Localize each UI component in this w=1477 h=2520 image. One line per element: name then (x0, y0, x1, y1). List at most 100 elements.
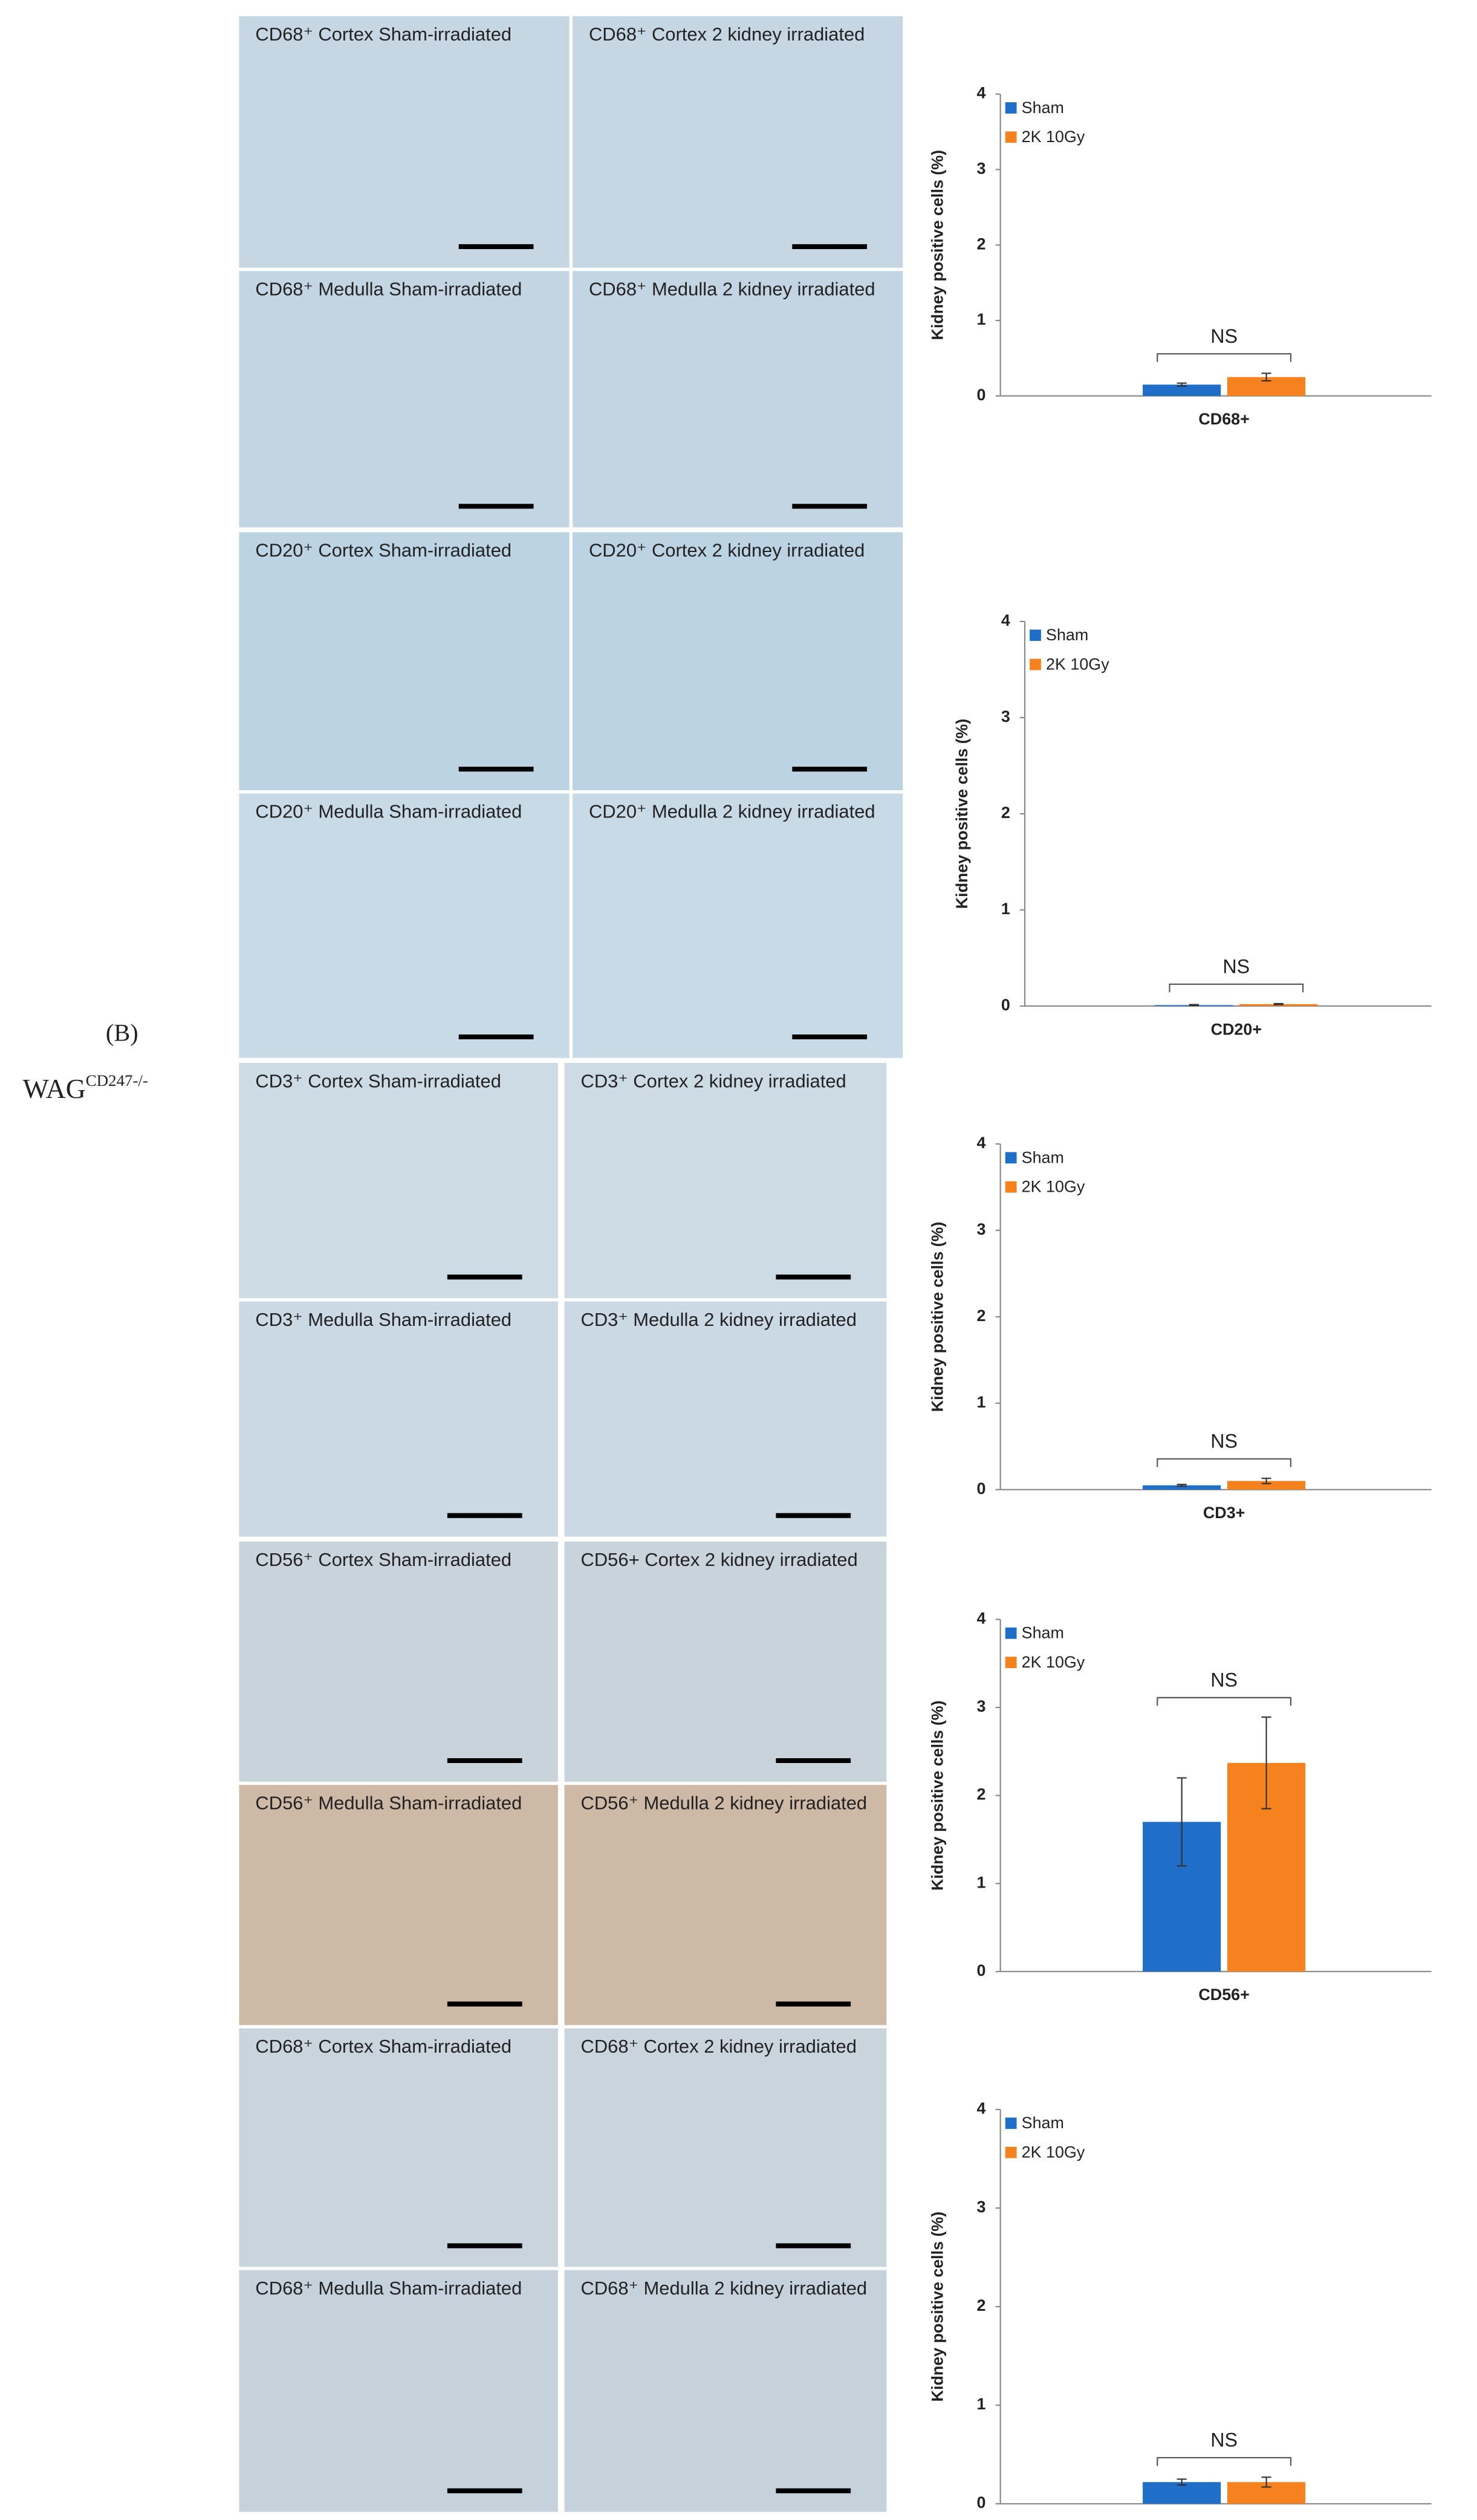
bar (1227, 1481, 1306, 1490)
y-tick-label: 1 (976, 1393, 985, 1411)
significance-bracket (1157, 2457, 1292, 2466)
micrograph (239, 16, 570, 268)
micrograph-label: CD20⁺ Cortex Sham-irradiated (255, 540, 511, 561)
micrograph (573, 16, 903, 268)
y-tick-label: 1 (976, 2395, 985, 2413)
micrograph (564, 1785, 887, 2025)
significance-label: NS (1222, 956, 1250, 978)
error-bar (1273, 1002, 1284, 1005)
legend-swatch (1005, 1627, 1017, 1639)
y-tick-label: 2 (976, 235, 985, 253)
micrograph-label: CD56+ Cortex 2 kidney irradiated (581, 1549, 858, 1570)
y-tick-label: 0 (976, 386, 985, 404)
micrograph (239, 271, 570, 528)
micrograph-label: CD68⁺ Medulla 2 kidney irradiated (589, 279, 875, 300)
legend-swatch (1005, 1152, 1017, 1164)
micrograph-label: CD3⁺ Medulla 2 kidney irradiated (581, 1309, 857, 1330)
error-bar (1177, 1777, 1187, 1867)
y-tick-label: 2 (976, 1785, 985, 1804)
micrograph-label: CD3⁺ Medulla Sham-irradiated (255, 1309, 511, 1330)
y-tick-label: 0 (976, 1479, 985, 1498)
error-bar (1261, 1716, 1271, 1810)
y-axis-label: Kidney positive cells (%) (953, 719, 971, 909)
micrograph (239, 2028, 558, 2267)
error-bar (1177, 382, 1187, 387)
micrograph-label: CD68⁺ Cortex 2 kidney irradiated (589, 24, 865, 45)
y-tick-label: 2 (1001, 804, 1010, 822)
legend-swatch (1005, 2117, 1017, 2129)
legend-swatch (1005, 1181, 1017, 1193)
micrograph (239, 532, 570, 791)
significance-label: NS (1210, 1669, 1238, 1691)
error-bar (1177, 2478, 1187, 2486)
micrograph (564, 2270, 887, 2512)
micrograph (564, 1301, 887, 1537)
legend-swatch (1005, 1657, 1017, 1668)
legend-swatch (1030, 629, 1041, 641)
micrograph-label: CD20⁺ Medulla 2 kidney irradiated (589, 801, 875, 822)
micrograph (239, 793, 570, 1058)
y-tick-label: 4 (976, 1134, 985, 1152)
micrograph (573, 271, 903, 528)
micrograph-label: CD3⁺ Cortex Sham-irradiated (255, 1070, 501, 1091)
micrograph-label: CD68⁺ Medulla Sham-irradiated (255, 2278, 522, 2299)
legend-swatch (1005, 131, 1017, 143)
legend-label: 2K 10Gy (1022, 1653, 1085, 1671)
panel-label: (B) (106, 1019, 138, 1047)
micrograph-label: CD56⁺ Medulla 2 kidney irradiated (581, 1793, 868, 1814)
x-tick-label: CD68+ (1198, 410, 1249, 428)
legend-label: Sham (1022, 1148, 1064, 1166)
y-tick-label: 4 (976, 1609, 985, 1628)
x-tick-label: CD3+ (1203, 1504, 1245, 1522)
micrograph-label: CD3⁺ Cortex 2 kidney irradiated (581, 1070, 846, 1091)
bar (1143, 385, 1221, 396)
y-tick-label: 4 (976, 2099, 985, 2117)
micrograph (573, 793, 903, 1058)
micrograph (239, 1541, 558, 1782)
bar (1143, 2482, 1221, 2504)
legend-label: 2K 10Gy (1022, 128, 1085, 146)
y-tick-label: 3 (976, 2198, 985, 2216)
y-tick-label: 0 (976, 1961, 985, 1979)
error-bar (1261, 1478, 1271, 1484)
error-bar (1261, 2476, 1271, 2488)
micrograph (239, 1062, 558, 1299)
y-tick-label: 0 (976, 2493, 985, 2512)
micrograph (239, 2270, 558, 2512)
legend-label: Sham (1022, 99, 1064, 117)
significance-label: NS (1210, 2429, 1238, 2451)
micrograph (239, 1301, 558, 1537)
significance-bracket (1157, 353, 1292, 362)
legend-label: Sham (1046, 626, 1088, 644)
micrograph-label: CD56⁺ Medulla Sham-irradiated (255, 1793, 522, 1814)
significance-label: NS (1210, 325, 1238, 347)
significance-bracket (1157, 1458, 1292, 1467)
x-tick-label: CD20+ (1211, 1020, 1262, 1038)
legend-swatch (1005, 102, 1017, 114)
micrograph-label: CD68⁺ Medulla 2 kidney irradiated (581, 2278, 868, 2299)
micrograph-label: CD68⁺ Medulla Sham-irradiated (255, 279, 522, 300)
legend-label: 2K 10Gy (1046, 655, 1109, 673)
y-tick-label: 1 (1001, 900, 1010, 918)
legend-swatch (1005, 2146, 1017, 2158)
y-tick-label: 4 (1001, 611, 1010, 629)
strain-label: WAGCD247-/- (23, 1071, 148, 1104)
micrograph-label: CD68⁺ Cortex 2 kidney irradiated (581, 2036, 857, 2057)
legend-label: 2K 10Gy (1022, 1178, 1085, 1196)
micrograph (564, 1541, 887, 1782)
micrograph-label: CD68⁺ Cortex Sham-irradiated (255, 2036, 511, 2057)
micrograph (564, 1062, 887, 1299)
legend-label: Sham (1022, 1624, 1064, 1642)
y-tick-label: 4 (976, 84, 985, 102)
error-bar (1261, 372, 1271, 382)
legend-label: Sham (1022, 2114, 1064, 2132)
y-tick-label: 1 (976, 310, 985, 328)
y-tick-label: 1 (976, 1873, 985, 1891)
y-axis-label: Kidney positive cells (%) (929, 1222, 947, 1412)
y-tick-label: 3 (1001, 707, 1010, 726)
error-bar (1189, 1004, 1199, 1007)
micrograph (573, 532, 903, 791)
y-tick-label: 2 (976, 1307, 985, 1325)
